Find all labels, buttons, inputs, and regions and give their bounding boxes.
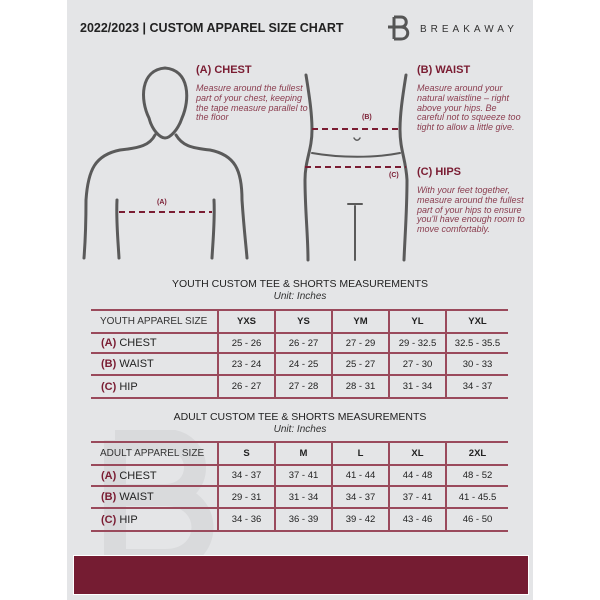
row-label: (B) WAIST [91, 485, 218, 509]
table-cell: 36 - 39 [274, 507, 332, 532]
size-header: YXL [445, 309, 508, 334]
row-code: (B) [101, 358, 117, 370]
adult-size-table: ADULT APPAREL SIZE S M L XL 2XL (A) CHES… [91, 441, 508, 532]
table-cell: 31 - 34 [388, 374, 446, 399]
table-cell: 34 - 37 [217, 464, 275, 487]
table-cell: 27 - 28 [274, 374, 332, 399]
row-label: (B) WAIST [91, 352, 218, 376]
row-label: (A) CHEST [91, 464, 218, 487]
table-cell: 26 - 27 [217, 374, 275, 399]
size-header: YS [274, 309, 332, 334]
table-cell: 39 - 42 [331, 507, 389, 532]
table-row: (A) CHEST 25 - 26 26 - 27 27 - 29 29 - 32.5… [91, 332, 508, 354]
row-label: (C) HIP [91, 507, 218, 532]
brand-logo-icon [388, 15, 410, 41]
table-cell: 34 - 37 [331, 485, 389, 509]
table-cell: 43 - 46 [388, 507, 446, 532]
table-cell: 41 - 45.5 [445, 485, 508, 509]
size-header: YL [388, 309, 446, 334]
brand-name: BREAKAWAY [420, 24, 518, 35]
table-cell: 31 - 34 [274, 485, 332, 509]
table-row: (C) HIP 34 - 36 36 - 39 39 - 42 43 - 46 46 -… [91, 507, 508, 532]
table-cell: 28 - 31 [331, 374, 389, 399]
table-row: (A) CHEST 34 - 37 37 - 41 41 - 44 44 - 48 48… [91, 464, 508, 487]
size-header: M [274, 441, 332, 466]
table-cell: 44 - 48 [388, 464, 446, 487]
row-code: (B) [101, 491, 117, 503]
row-code: (A) [101, 469, 117, 482]
table-cell: 24 - 25 [274, 352, 332, 376]
row-code: (A) [101, 337, 117, 349]
hips-heading: (C) HIPS [417, 166, 461, 178]
row-name: CHEST [119, 469, 157, 482]
waist-heading: (B) WAIST [417, 64, 471, 76]
size-header: L [331, 441, 389, 466]
table-cell: 25 - 27 [331, 352, 389, 376]
row-code: (C) [101, 513, 117, 526]
row-label: (C) HIP [91, 374, 218, 399]
size-header: 2XL [445, 441, 508, 466]
table-row: (C) HIP 26 - 27 27 - 28 28 - 31 31 - 34 34 -… [91, 374, 508, 399]
table-cell: 34 - 36 [217, 507, 275, 532]
size-header: YM [331, 309, 389, 334]
table-cell: 46 - 50 [445, 507, 508, 532]
row-name: WAIST [119, 491, 154, 503]
table-cell: 32.5 - 35.5 [445, 332, 508, 354]
table-cell: 25 - 26 [217, 332, 275, 354]
body-illustrations [82, 66, 409, 262]
chest-marker: (A) [157, 199, 167, 206]
table-row: (B) WAIST 29 - 31 31 - 34 34 - 37 37 - 41 41… [91, 485, 508, 509]
size-header: XL [388, 441, 446, 466]
waist-marker: (B) [362, 114, 372, 121]
row-code: (C) [101, 380, 117, 393]
size-header: S [217, 441, 275, 466]
page-title: 2022/2023 | CUSTOM APPAREL SIZE CHART [80, 21, 344, 35]
row-name: HIP [119, 513, 138, 526]
table-cell: 34 - 37 [445, 374, 508, 399]
table-cell: 41 - 44 [331, 464, 389, 487]
youth-unit: Unit: Inches [273, 291, 327, 302]
table-cell: 23 - 24 [217, 352, 275, 376]
hips-description: With your feet together, measure around … [417, 185, 525, 235]
header-label: ADULT APPAREL SIZE [91, 441, 218, 466]
table-cell: 27 - 30 [388, 352, 446, 376]
row-name: HIP [119, 380, 138, 393]
table-cell: 37 - 41 [388, 485, 446, 509]
footer-bar [73, 555, 529, 595]
table-cell: 29 - 32.5 [388, 332, 446, 354]
table-row: (B) WAIST 23 - 24 24 - 25 25 - 27 27 - 30 30… [91, 352, 508, 376]
adult-table-title: ADULT CUSTOM TEE & SHORTS MEASUREMENTS [173, 411, 427, 423]
hips-marker: (C) [389, 172, 399, 179]
adult-unit: Unit: Inches [273, 424, 327, 435]
table-header-row: YOUTH APPAREL SIZE YXS YS YM YL YXL [91, 309, 508, 334]
table-header-row: ADULT APPAREL SIZE S M L XL 2XL [91, 441, 508, 466]
table-cell: 37 - 41 [274, 464, 332, 487]
table-cell: 26 - 27 [274, 332, 332, 354]
table-cell: 27 - 29 [331, 332, 389, 354]
row-name: WAIST [119, 358, 154, 370]
row-label: (A) CHEST [91, 332, 218, 354]
youth-table-title: YOUTH CUSTOM TEE & SHORTS MEASUREMENTS [171, 278, 429, 290]
table-cell: 30 - 33 [445, 352, 508, 376]
youth-size-table: YOUTH APPAREL SIZE YXS YS YM YL YXL (A) … [91, 309, 508, 399]
size-header: YXS [217, 309, 275, 334]
table-cell: 48 - 52 [445, 464, 508, 487]
header-label: YOUTH APPAREL SIZE [91, 309, 218, 334]
lower-body-figure [303, 73, 409, 262]
row-name: CHEST [119, 337, 157, 349]
chest-description: Measure around the fullest part of your … [196, 83, 308, 123]
waist-description: Measure around your natural waistline – … [417, 83, 521, 133]
table-cell: 29 - 31 [217, 485, 275, 509]
chest-heading: (A) CHEST [196, 64, 252, 76]
upper-body-figure [82, 66, 249, 260]
